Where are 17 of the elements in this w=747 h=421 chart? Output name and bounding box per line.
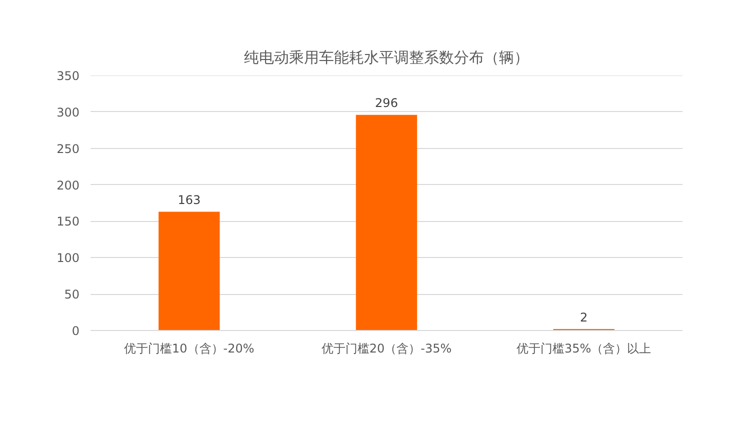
y-tick-label: 350 — [56, 69, 80, 83]
x-tick-label: 优于门槛35%（含）以上 — [516, 342, 652, 356]
data-label: 296 — [375, 96, 398, 110]
y-tick-label: 300 — [56, 105, 80, 120]
y-tick-label: 250 — [56, 142, 80, 156]
data-label: 163 — [178, 193, 201, 208]
data-label: 2 — [580, 310, 588, 324]
bar — [158, 212, 220, 330]
chart-title: 纯电动乘用车能耗水平调整系数分布（辆） — [244, 48, 529, 66]
x-tick-label: 优于门槛20（含）-35% — [321, 342, 452, 356]
x-tick-label: 优于门槛10（含）-20% — [124, 342, 254, 356]
bar — [356, 114, 418, 330]
y-tick-label: 50 — [64, 288, 80, 302]
y-tick-label: 150 — [56, 214, 80, 229]
y-tick-label: 100 — [56, 251, 80, 266]
y-tick-label: 0 — [72, 324, 80, 338]
y-tick-label: 200 — [56, 178, 80, 192]
